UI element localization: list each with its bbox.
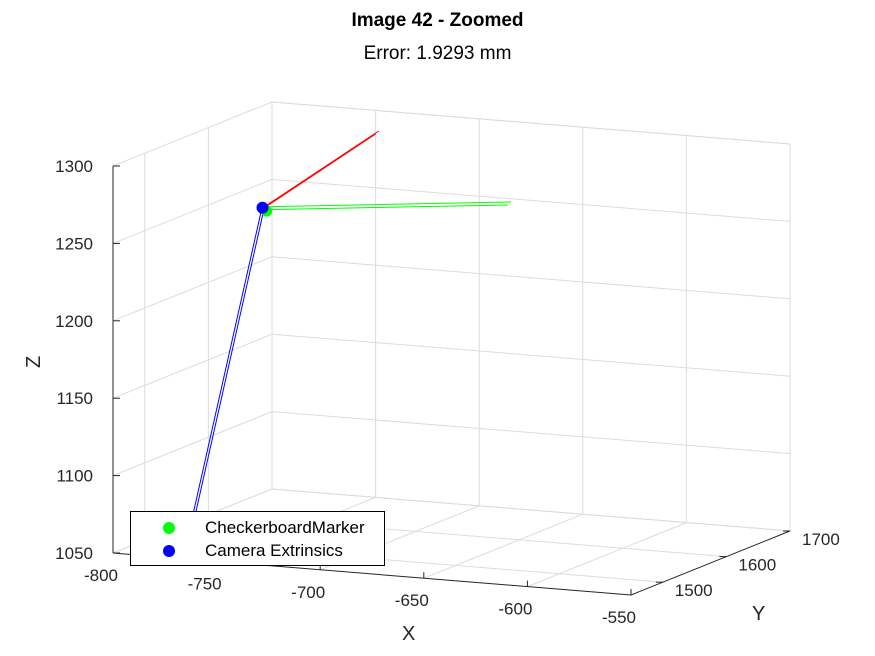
legend-label: Camera Extrinsics [205,541,343,560]
x-frame-axis-line [264,130,379,208]
data-layer [188,130,512,531]
x-axis-label: X [402,623,415,645]
grid-line [271,333,791,377]
grid-line [271,488,791,532]
x-tick-label: -800 [84,566,118,585]
legend-item-checkerboard: CheckerboardMarker [131,517,384,539]
chart-title: Image 42 - Zoomed [351,10,524,31]
x-tick-label: -650 [395,591,429,610]
legend-label: CheckerboardMarker [205,518,365,537]
z-tick-label: 1150 [56,389,93,408]
green-dot-icon [163,522,175,534]
z-frame-axis-line [191,206,266,528]
z-frame-axis-line [188,209,263,531]
x-tick-label: -750 [188,574,222,593]
grid-line [423,513,583,579]
z-tick-label: 1100 [56,467,93,486]
grid-line [112,178,273,244]
z-axis-label: Z [23,356,45,368]
y-axis-label: Y [752,603,765,625]
grid-line [112,256,273,322]
z-tick-label: 1050 [55,544,93,563]
y-tick-label: 1500 [675,581,713,600]
x-frame-axis-line [261,133,376,211]
grid-line [112,411,273,477]
y-frame-axis-line [264,201,512,208]
chart-subtitle: Error: 1.9293 mm [363,43,512,64]
camera-extrinsics-point [256,201,269,214]
y-axis-line [630,530,791,596]
legend-item-camera: Camera Extrinsics [131,540,384,562]
x-tick-label: -700 [291,583,325,602]
z-tick-label: 1250 [55,234,93,253]
grid-line [112,101,273,167]
z-tick-label: 1200 [55,312,93,331]
blue-dot-icon [163,545,175,557]
z-tick-label: 1300 [55,157,93,176]
grid-line [271,411,791,455]
y-tick-label: 1600 [738,556,776,575]
tick-labels: -800 -750 -700 -650 -600 -550 1500 1600 1700 1050… [55,157,840,627]
legend: CheckerboardMarker Camera Extrinsics [130,511,385,566]
y-tick-label: 1700 [802,530,840,549]
grid-line [271,256,791,300]
y-frame-axis-line [261,204,509,211]
x-tick-label: -600 [498,600,532,619]
grid-line [271,101,791,145]
grid-line [112,333,273,399]
grid-line [271,178,791,222]
grid-line [527,522,687,588]
x-tick-label: -550 [602,608,636,627]
